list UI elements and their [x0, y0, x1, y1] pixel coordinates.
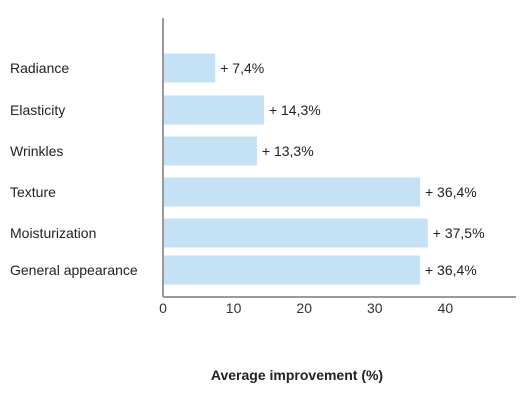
x-tick-label: 10 — [226, 300, 242, 316]
data-label: + 36,4% — [425, 262, 477, 278]
bar — [164, 95, 264, 125]
bar — [164, 177, 420, 207]
data-label: + 14,3% — [269, 102, 321, 118]
data-label: + 37,5% — [433, 225, 485, 241]
bar — [164, 53, 216, 83]
bar — [164, 255, 420, 285]
x-tick-label: 30 — [367, 300, 383, 316]
x-tick-label: 20 — [296, 300, 312, 316]
bar — [164, 218, 428, 248]
bar — [164, 136, 257, 166]
category-label: Texture — [10, 184, 56, 200]
category-labels: Radiance Elasticity Wrinkles Texture Moistur… — [10, 60, 138, 278]
category-label: Wrinkles — [10, 143, 63, 159]
x-tick-label: 0 — [159, 300, 167, 316]
x-tick-label: 40 — [438, 300, 454, 316]
bars-group — [164, 53, 428, 285]
category-label: Radiance — [10, 60, 69, 76]
data-label: + 7,4% — [220, 60, 264, 76]
data-label: + 36,4% — [425, 184, 477, 200]
data-label: + 13,3% — [262, 143, 314, 159]
category-label: Moisturization — [10, 225, 96, 241]
x-axis-title: Average improvement (%) — [211, 367, 383, 383]
data-labels: + 7,4% + 14,3% + 13,3% + 36,4% + 37,5% + 36,4… — [220, 60, 484, 278]
x-axis-ticks: 0 10 20 30 40 — [159, 300, 453, 316]
category-label: General appearance — [10, 262, 138, 278]
category-label: Elasticity — [10, 102, 65, 118]
